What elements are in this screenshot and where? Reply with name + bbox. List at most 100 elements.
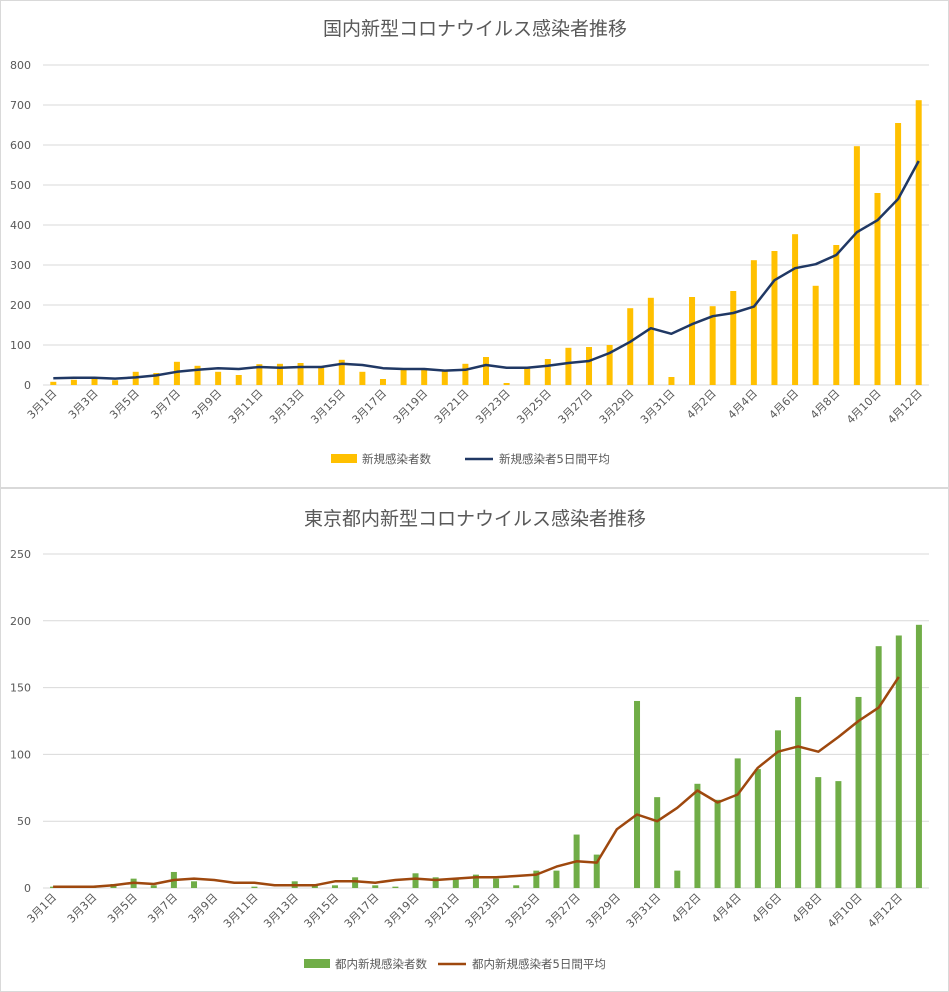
bar <box>352 877 359 888</box>
bar <box>593 854 600 888</box>
y-tick-label: 100 <box>10 339 31 352</box>
y-tick-label: 100 <box>10 748 31 761</box>
bar <box>235 375 242 385</box>
bar <box>392 886 399 888</box>
x-tick-label: 3月21日 <box>432 387 472 427</box>
x-tick-label: 4月6日 <box>749 891 784 926</box>
bar <box>812 285 819 385</box>
chart-title: 東京都内新型コロナウイルス感染者推移 <box>304 508 646 530</box>
y-tick-label: 200 <box>10 299 31 312</box>
bar <box>112 380 119 385</box>
bar <box>50 886 57 888</box>
x-tick-label: 3月17日 <box>342 891 382 931</box>
bar <box>503 383 510 385</box>
y-tick-label: 50 <box>17 815 31 828</box>
x-tick-label: 3月11日 <box>226 387 266 427</box>
legend-bar-label: 新規感染者数 <box>362 452 431 466</box>
bar <box>276 363 283 385</box>
bar <box>483 357 489 385</box>
avg-line <box>53 676 900 888</box>
bar <box>372 885 379 888</box>
x-tick-label: 4月10日 <box>844 387 884 427</box>
bar <box>874 193 881 385</box>
x-tick-label: 3月13日 <box>267 387 307 427</box>
y-tick-label: 700 <box>10 99 31 112</box>
bar <box>694 783 701 888</box>
national-chart-panel: 国内新型コロナウイルス感染者推移 0 100 200 300 400 500 600 700 80… <box>0 0 949 488</box>
bar <box>774 730 781 888</box>
bar <box>915 624 922 888</box>
legend-line-label: 都内新規感染者5日間平均 <box>472 957 606 971</box>
bar <box>318 367 325 385</box>
bar <box>150 885 157 888</box>
tokyo-chart-panel: 東京都内新型コロナウイルス感染者推移 0 50 100 150 200 250 3月1日 3月3… <box>0 488 949 992</box>
x-tick-label: 3月9日 <box>186 891 221 926</box>
bar <box>674 870 681 888</box>
avg-line <box>53 160 920 380</box>
x-tick-label: 4月4日 <box>725 387 760 422</box>
x-tick-label: 3月25日 <box>514 387 554 427</box>
x-tick-label: 3月17日 <box>350 387 390 427</box>
x-tick-label: 3月11日 <box>221 891 261 931</box>
x-tick-label: 4月6日 <box>767 387 802 422</box>
x-tick-label: 3月15日 <box>308 387 348 427</box>
legend-bar-label: 都内新規感染者数 <box>335 957 427 971</box>
y-tick-label: 400 <box>10 219 31 232</box>
x-tick-label: 3月29日 <box>583 891 623 931</box>
bar <box>359 371 366 385</box>
x-tick-label: 3月7日 <box>148 387 183 422</box>
bar <box>754 769 761 888</box>
bar <box>714 799 721 888</box>
bar <box>256 364 263 385</box>
bar <box>689 297 696 385</box>
x-tick-label: 3月3日 <box>66 387 101 422</box>
bar <box>251 886 258 888</box>
x-tick-label: 3月1日 <box>25 387 60 422</box>
bar <box>915 100 922 385</box>
x-tick-label: 4月10日 <box>825 891 865 931</box>
bar <box>311 885 318 888</box>
x-tick-label: 3月7日 <box>145 891 180 926</box>
bar <box>730 291 737 385</box>
bar <box>70 379 77 385</box>
x-tick-label: 3月27日 <box>556 387 596 427</box>
bar <box>709 306 716 385</box>
x-tick-label: 3月29日 <box>597 387 637 427</box>
x-tick-label: 4月4日 <box>709 891 744 926</box>
bar <box>654 797 661 888</box>
bar <box>795 696 802 888</box>
legend-bar-swatch <box>331 454 357 463</box>
bar <box>472 874 479 888</box>
x-tick-label: 3月19日 <box>391 387 431 427</box>
x-tick-label: 3月5日 <box>105 891 140 926</box>
x-tick-label: 3月19日 <box>382 891 422 931</box>
y-tick-label: 150 <box>10 682 31 695</box>
bar <box>412 873 419 888</box>
bar <box>462 363 469 385</box>
x-tick-label: 4月12日 <box>865 891 905 931</box>
x-tick-label: 3月15日 <box>302 891 342 931</box>
bar <box>338 359 345 385</box>
bar <box>792 234 799 385</box>
bar <box>191 881 198 888</box>
x-tick-label: 4月12日 <box>885 387 925 427</box>
x-tick-label: 3月21日 <box>422 891 462 931</box>
x-tick-label: 3月23日 <box>473 387 513 427</box>
y-tick-label: 600 <box>10 139 31 152</box>
x-tick-label: 3月31日 <box>624 891 664 931</box>
bar <box>833 245 840 385</box>
x-tick-label: 4月8日 <box>790 891 825 926</box>
bar <box>853 146 860 385</box>
bar <box>553 870 560 888</box>
bar <box>297 363 304 385</box>
bar <box>606 345 613 385</box>
bar <box>432 877 439 888</box>
bar <box>835 781 842 888</box>
bar <box>452 878 459 888</box>
bar <box>815 777 822 888</box>
x-tick-label: 3月23日 <box>463 891 503 931</box>
chart-title: 国内新型コロナウイルス感染者推移 <box>323 18 627 40</box>
x-tick-label: 3月5日 <box>107 387 142 422</box>
x-tick-label: 3月25日 <box>503 891 543 931</box>
